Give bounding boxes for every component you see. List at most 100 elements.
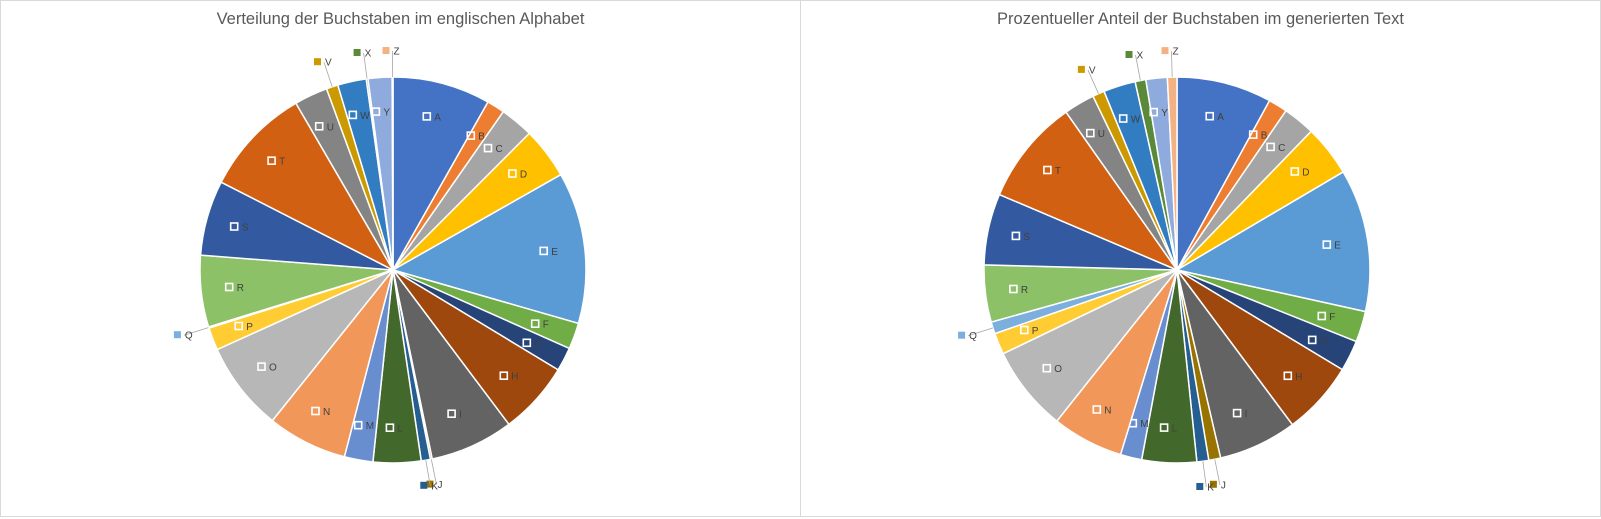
legend-key-j — [1209, 480, 1217, 488]
legend-key-i — [447, 409, 456, 419]
data-label-f: F — [543, 320, 549, 331]
data-label-q: Q — [185, 331, 193, 342]
data-label-e: E — [1334, 241, 1341, 252]
data-label-q: Q — [969, 331, 977, 342]
data-label-o: O — [1054, 364, 1062, 375]
data-label-t: T — [279, 157, 285, 168]
legend-key-d — [1290, 167, 1300, 176]
legend-key-p — [234, 321, 243, 331]
legend-key-o — [257, 362, 266, 371]
data-label-m: M — [1140, 419, 1148, 430]
pie-slice-a — [1176, 76, 1271, 271]
data-label-k: K — [1207, 483, 1214, 494]
legend-key-y — [1149, 107, 1159, 117]
data-label-y: Y — [1161, 108, 1168, 119]
data-label-a: A — [434, 112, 441, 123]
legend-key-u — [314, 122, 324, 131]
data-label-v: V — [325, 58, 332, 69]
legend-key-y — [371, 107, 381, 116]
legend-key-z — [1161, 47, 1169, 55]
data-label-u: U — [1098, 129, 1105, 140]
legend-key-l — [1159, 423, 1169, 432]
pie-chart-generated-text: A BC D E F G H I JK L M N O P Q R S T U V W X Y Z — [958, 47, 1371, 494]
legend-key-s — [1011, 231, 1021, 241]
data-label-j: J — [438, 480, 443, 491]
data-label-x: X — [365, 49, 372, 60]
pie-slice-e — [391, 173, 587, 325]
chart-panel-right: Prozentueller Anteil der Buchstaben im g… — [800, 0, 1601, 517]
legend-key-h — [1283, 371, 1293, 381]
data-label-g: G — [534, 339, 542, 350]
legend-key-a — [1205, 111, 1215, 121]
legend-key-m — [353, 420, 363, 430]
legend-key-z — [382, 47, 390, 54]
legend-key-l — [385, 423, 395, 433]
pie-slice-t — [998, 111, 1180, 272]
pie-slice-t — [220, 102, 395, 272]
pie-slice-z — [391, 76, 394, 271]
data-label-d: D — [1302, 168, 1309, 179]
leader-line-v — [323, 62, 333, 87]
leader-line-q — [183, 327, 209, 336]
data-label-r: R — [237, 283, 244, 294]
legend-key-k — [420, 481, 428, 489]
data-label-e: E — [551, 247, 558, 258]
data-label-d: D — [520, 170, 527, 181]
legend-key-r — [224, 282, 234, 292]
data-label-n: N — [323, 407, 330, 418]
data-label-p: P — [1032, 326, 1039, 337]
legend-key-v — [1077, 65, 1085, 73]
leader-line-q — [967, 327, 994, 337]
data-label-n: N — [1104, 406, 1111, 417]
legend-key-v — [314, 58, 321, 66]
data-label-w: W — [1131, 115, 1141, 126]
leader-line-k — [1202, 461, 1207, 488]
legend-key-i — [1232, 408, 1242, 418]
legend-key-x — [1125, 51, 1133, 58]
legend-key-w — [348, 110, 358, 120]
chart-panel-left: Verteilung der Buchstaben im englischen … — [0, 0, 801, 517]
legend-key-n — [1092, 405, 1102, 414]
data-label-v: V — [1089, 65, 1096, 76]
legend-key-c — [1266, 142, 1275, 152]
legend-key-k — [1196, 483, 1204, 490]
legend-key-b — [1248, 130, 1258, 139]
leader-line-j — [1214, 459, 1221, 485]
legend-key-x — [353, 49, 361, 56]
data-label-u: U — [327, 122, 334, 133]
legend-key-a — [422, 112, 432, 121]
data-label-t: T — [1055, 166, 1061, 177]
pie-slice-a — [392, 76, 490, 273]
data-label-b: B — [1261, 131, 1268, 142]
legend-key-g — [1307, 335, 1317, 345]
data-label-j: J — [1221, 480, 1226, 491]
legend-key-e — [539, 246, 549, 256]
chart-title-right: Prozentueller Anteil der Buchstaben im g… — [997, 10, 1404, 28]
chart-title-left: Verteilung der Buchstaben im englischen … — [216, 10, 585, 28]
legend-key-r — [1009, 284, 1018, 294]
data-label-z: Z — [394, 47, 400, 58]
legend-key-s — [229, 222, 239, 231]
data-label-x: X — [1137, 51, 1144, 62]
data-label-m: M — [366, 421, 374, 432]
data-label-p: P — [246, 322, 253, 333]
legend-key-q — [958, 331, 966, 339]
data-label-l: L — [397, 424, 403, 435]
data-label-a: A — [1217, 112, 1224, 123]
legend-key-c — [483, 143, 493, 153]
data-label-r: R — [1021, 285, 1028, 296]
data-label-s: S — [1023, 232, 1030, 243]
legend-key-f — [1317, 311, 1327, 321]
legend-key-w — [1118, 114, 1128, 123]
data-label-c: C — [496, 144, 503, 155]
legend-key-n — [311, 406, 320, 416]
data-label-i: I — [459, 410, 462, 421]
pie-slice-e — [1174, 170, 1371, 313]
data-label-h: H — [1295, 372, 1302, 383]
pie-chart-english-alphabet: A BC D E FG H I JK L M N O P Q R S T U V W X Y Z — [173, 47, 587, 492]
legend-key-g — [522, 338, 532, 348]
leader-line-j — [430, 459, 437, 485]
legend-key-u — [1085, 128, 1095, 138]
legend-key-h — [499, 371, 509, 381]
data-label-w: W — [360, 111, 370, 122]
